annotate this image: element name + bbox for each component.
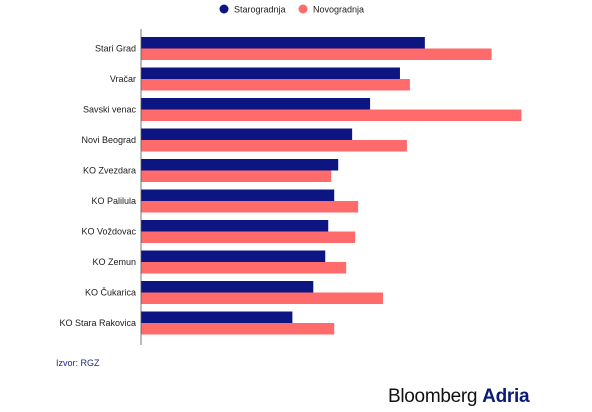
category-labels: Stari Grad Vračar Savski venac Novi Beograd… — [59, 44, 136, 329]
category-label: Savski venac — [83, 105, 137, 115]
bar-starogradnja — [141, 159, 339, 171]
bar-novogradnja — [141, 79, 410, 91]
legend-label: Novogradnja — [313, 5, 364, 15]
bar-novogradnja — [141, 140, 407, 152]
bar-starogradnja — [141, 281, 314, 293]
category-label: KO Voždovac — [81, 227, 136, 237]
chart-legend: Starogradnja Novogradnja — [219, 4, 364, 15]
bar-novogradnja — [141, 109, 522, 121]
category-label: Vračar — [110, 74, 136, 84]
legend-marker — [219, 4, 229, 14]
bar-novogradnja — [141, 323, 335, 335]
category-label: KO Zvezdara — [83, 166, 136, 176]
bar-starogradnja — [141, 220, 329, 232]
bar-starogradnja — [141, 98, 371, 110]
bar-starogradnja — [141, 128, 353, 140]
chart-bars — [141, 37, 522, 335]
bar-novogradnja — [141, 170, 332, 182]
bar-starogradnja — [141, 250, 326, 262]
source-note: Izvor: RGZ — [56, 358, 100, 368]
category-label: KO Čukarica — [85, 288, 136, 298]
category-label: KO Stara Rakovica — [59, 318, 136, 328]
brand-logo: Bloomberg Adria — [388, 386, 530, 408]
bar-starogradnja — [141, 67, 400, 79]
bar-novogradnja — [141, 201, 359, 213]
brand-region: Adria — [482, 386, 530, 407]
bar-starogradnja — [141, 189, 335, 201]
bar-novogradnja — [141, 292, 384, 304]
brand-name: Bloomberg — [388, 386, 478, 407]
bar-novogradnja — [141, 231, 356, 243]
legend-label: Starogradnja — [234, 5, 286, 15]
category-label: Novi Beograd — [81, 135, 136, 145]
bar-novogradnja — [141, 48, 492, 60]
category-label: Stari Grad — [95, 44, 136, 54]
bar-novogradnja — [141, 262, 347, 274]
legend-marker — [298, 4, 308, 14]
bar-starogradnja — [141, 311, 293, 323]
bar-starogradnja — [141, 37, 425, 49]
category-label: KO Zemun — [92, 257, 136, 267]
category-label: KO Palilula — [91, 196, 136, 206]
